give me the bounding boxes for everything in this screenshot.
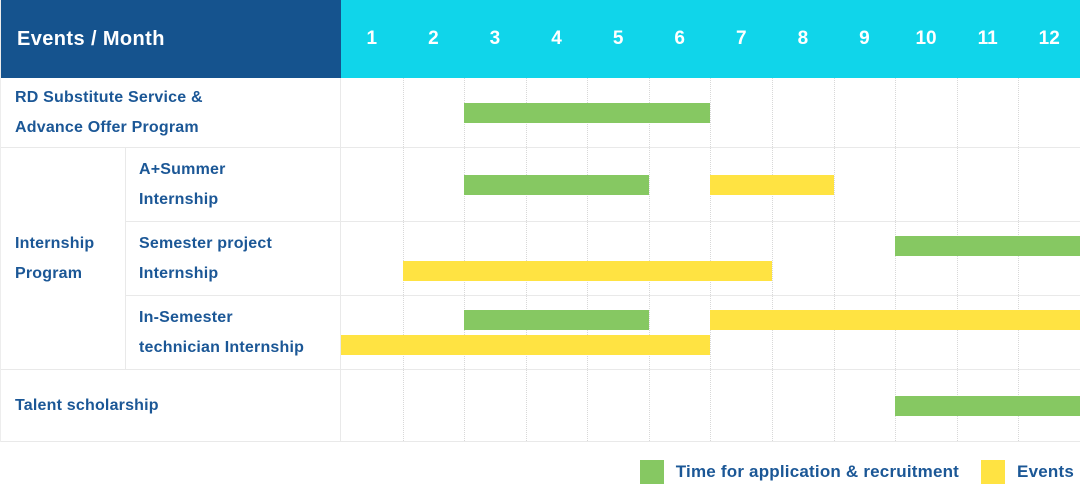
month-gridline bbox=[464, 370, 466, 441]
month-gridline bbox=[648, 222, 650, 295]
gantt-row-talent-scholarship bbox=[341, 370, 1080, 442]
group-label-internship-program: Internship Program bbox=[1, 148, 126, 370]
month-gridline bbox=[956, 78, 958, 147]
group-label-line: Internship bbox=[15, 234, 95, 252]
month-gridline bbox=[587, 296, 589, 369]
row-label-talent-scholarship: Talent scholarship bbox=[1, 370, 341, 442]
month-gridline bbox=[525, 222, 527, 295]
month-gridline bbox=[648, 370, 650, 441]
month-gridline bbox=[464, 296, 466, 369]
month-gridline bbox=[772, 296, 774, 369]
month-header-10: 10 bbox=[895, 0, 957, 78]
header-events-month: Events / Month bbox=[1, 0, 341, 78]
row-label-rd-substitute: RD Substitute Service & Advance Offer Pr… bbox=[1, 78, 341, 148]
month-gridline bbox=[956, 296, 958, 369]
month-gridline bbox=[525, 370, 527, 441]
row-label-line: Internship bbox=[139, 264, 219, 282]
month-gridline bbox=[772, 222, 774, 295]
month-gridline bbox=[710, 370, 712, 441]
month-gridline bbox=[833, 370, 835, 441]
gantt-bar-green bbox=[464, 174, 649, 195]
month-header-11: 11 bbox=[956, 0, 1019, 78]
month-header-12: 12 bbox=[1018, 0, 1080, 78]
month-gridline bbox=[402, 148, 404, 221]
month-gridline bbox=[833, 296, 835, 369]
green-swatch-icon bbox=[639, 460, 664, 484]
row-label-in-semester-technician-internship: In-Semester technician Internship bbox=[126, 296, 341, 370]
month-header-2: 2 bbox=[402, 0, 465, 78]
month-gridline bbox=[1018, 222, 1020, 295]
month-gridline bbox=[772, 370, 774, 441]
month-gridline bbox=[895, 78, 897, 147]
month-gridline bbox=[710, 78, 712, 147]
month-gridline bbox=[587, 370, 589, 441]
month-header-4: 4 bbox=[525, 0, 588, 78]
gantt-row-rd-substitute bbox=[341, 78, 1080, 148]
month-gridline bbox=[833, 78, 835, 147]
month-gridline bbox=[648, 148, 650, 221]
month-gridline bbox=[895, 296, 897, 369]
month-header-5: 5 bbox=[587, 0, 649, 78]
gantt-row-in-semester-technician-internship bbox=[341, 296, 1080, 370]
month-gridline bbox=[402, 296, 404, 369]
gantt-row-a-summer-internship bbox=[341, 148, 1080, 222]
month-gridline bbox=[895, 222, 897, 295]
gantt-bar-green bbox=[895, 236, 1080, 256]
month-header-6: 6 bbox=[648, 0, 711, 78]
month-gridline bbox=[772, 78, 774, 147]
row-label-line: RD Substitute Service & bbox=[15, 88, 203, 106]
month-header-1: 1 bbox=[341, 0, 403, 78]
row-label-line: Talent scholarship bbox=[15, 396, 159, 414]
month-gridline bbox=[833, 222, 835, 295]
legend-item-application-recruitment: Time for application & recruitment bbox=[639, 460, 960, 484]
month-gridline bbox=[525, 296, 527, 369]
month-gridline bbox=[402, 222, 404, 295]
row-label-semester-project-internship: Semester project Internship bbox=[126, 222, 341, 296]
month-gridline bbox=[895, 148, 897, 221]
events-month-table: Events / Month 1 2 3 4 5 6 7 8 9 10 11 1… bbox=[0, 0, 1080, 442]
row-label-line: A+Summer bbox=[139, 160, 226, 178]
gantt-bar-yellow bbox=[710, 174, 834, 195]
month-gridline bbox=[833, 148, 835, 221]
row-label-line: Internship bbox=[139, 190, 219, 208]
row-label-line: technician Internship bbox=[139, 338, 305, 356]
month-gridline bbox=[1018, 148, 1020, 221]
month-gridline bbox=[402, 370, 404, 441]
gantt-bar-green bbox=[464, 310, 649, 330]
month-header-3: 3 bbox=[464, 0, 526, 78]
row-label-line: In-Semester bbox=[139, 308, 233, 326]
month-gridline bbox=[956, 222, 958, 295]
gantt-row-semester-project-internship bbox=[341, 222, 1080, 296]
legend-label: Time for application & recruitment bbox=[675, 462, 960, 481]
month-gridline bbox=[464, 222, 466, 295]
month-gridline bbox=[587, 222, 589, 295]
row-label-line: Semester project bbox=[139, 234, 273, 252]
gantt-bar-green bbox=[464, 102, 711, 123]
chart-legend: Time for application & recruitment Event… bbox=[0, 460, 1080, 484]
month-gridline bbox=[710, 222, 712, 295]
group-label-line: Program bbox=[15, 264, 83, 282]
gantt-bar-green bbox=[895, 395, 1080, 416]
gantt-bar-yellow bbox=[710, 310, 1080, 330]
gantt-bar-yellow bbox=[341, 335, 711, 355]
gantt-bar-yellow bbox=[402, 261, 773, 281]
yellow-swatch-icon bbox=[981, 460, 1006, 484]
month-gridline bbox=[710, 296, 712, 369]
month-gridline bbox=[402, 78, 404, 147]
month-gridline bbox=[956, 148, 958, 221]
month-gridline bbox=[648, 296, 650, 369]
legend-label: Events bbox=[1017, 462, 1074, 481]
row-label-line: Advance Offer Program bbox=[15, 118, 199, 136]
month-header-7: 7 bbox=[710, 0, 773, 78]
row-label-a-summer-internship: A+Summer Internship bbox=[126, 148, 341, 222]
month-gridline bbox=[1018, 296, 1020, 369]
month-header-9: 9 bbox=[833, 0, 896, 78]
month-gridline bbox=[1018, 78, 1020, 147]
legend-item-events: Events bbox=[981, 460, 1074, 484]
month-header-8: 8 bbox=[772, 0, 834, 78]
